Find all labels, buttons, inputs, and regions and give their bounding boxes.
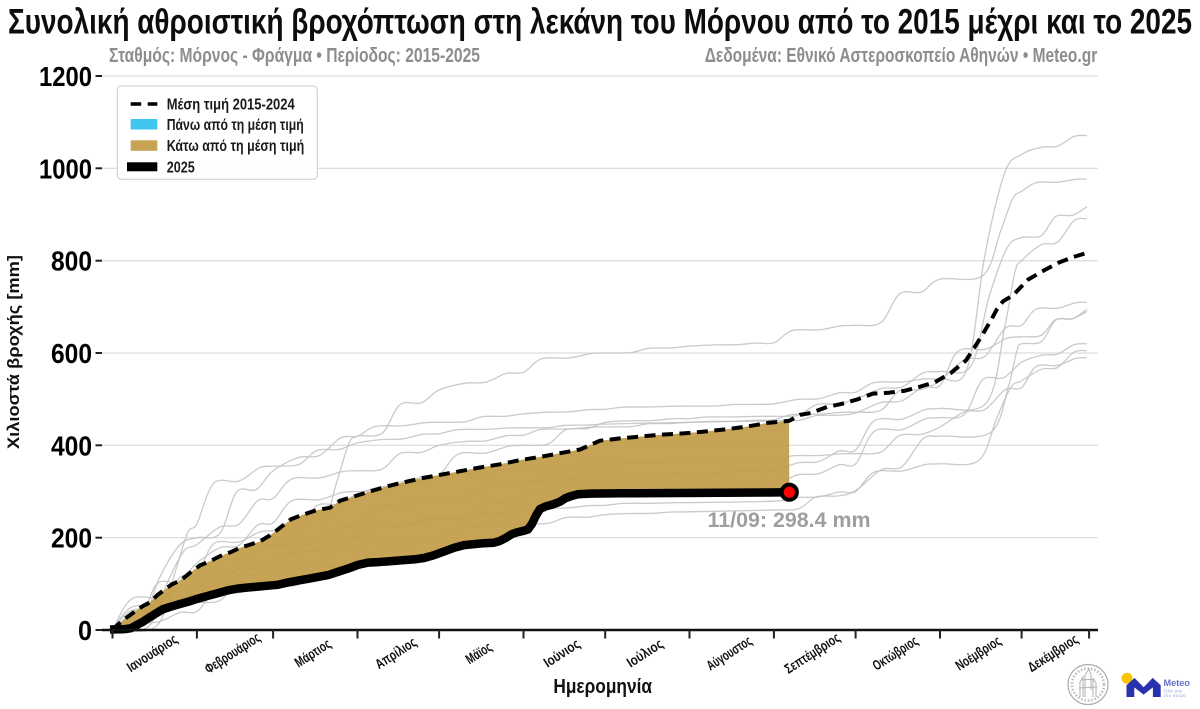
svg-text:Meteo: Meteo (1164, 678, 1191, 689)
svg-text:Δεδομένα: Εθνικό Αστεροσκοπείο: Δεδομένα: Εθνικό Αστεροσκοπείο Αθηνών • … (705, 45, 1098, 67)
svg-text:2025: 2025 (167, 159, 195, 176)
svg-text:800: 800 (51, 246, 92, 277)
svg-text:Μέση τιμή 2015-2024: Μέση τιμή 2015-2024 (167, 97, 295, 114)
svg-text:11/09: 298.4 mm: 11/09: 298.4 mm (708, 509, 871, 532)
svg-text:0: 0 (78, 615, 92, 646)
svg-text:600: 600 (51, 338, 92, 369)
svg-text:200: 200 (51, 523, 92, 554)
svg-text:1000: 1000 (39, 153, 92, 184)
svg-text:Κάτω από τη μέση τιμή: Κάτω από τη μέση τιμή (167, 138, 305, 155)
svg-text:Χιλιοστά βροχής [mm]: Χιλιοστά βροχής [mm] (4, 255, 23, 449)
svg-text:Συνολική αθροιστική βροχόπτωση: Συνολική αθροιστική βροχόπτωση στη λεκάν… (8, 3, 1192, 42)
svg-text:τον καιρό: τον καιρό (1164, 692, 1186, 698)
svg-text:Σταθμός: Μόρνος - Φράγμα • Περ: Σταθμός: Μόρνος - Φράγμα • Περίοδος: 201… (109, 45, 480, 67)
svg-text:Όλα για: Όλα για (1163, 689, 1182, 694)
svg-text:Ημερομηνία: Ημερομηνία (553, 676, 652, 698)
svg-text:Πάνω από τη μέση τιμή: Πάνω από τη μέση τιμή (167, 117, 304, 134)
svg-text:400: 400 (51, 430, 92, 461)
svg-text:1200: 1200 (39, 61, 92, 92)
